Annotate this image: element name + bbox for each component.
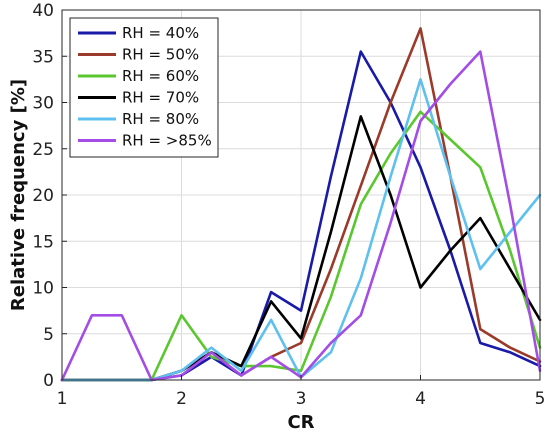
y-tick-label: 35 <box>32 47 54 67</box>
legend-label-6: RH = >85% <box>122 132 212 150</box>
legend-label-2: RH = 50% <box>122 46 199 64</box>
legend-label-1: RH = 40% <box>122 24 199 42</box>
y-tick-label: 25 <box>32 140 54 160</box>
y-tick-label: 0 <box>43 371 54 391</box>
x-tick-label: 2 <box>176 389 187 409</box>
x-tick-label: 1 <box>57 389 68 409</box>
y-tick-label: 20 <box>32 186 54 206</box>
legend-label-5: RH = 80% <box>122 110 199 128</box>
y-tick-label: 30 <box>32 94 54 114</box>
y-tick-label: 40 <box>32 1 54 21</box>
y-tick-label: 5 <box>43 325 54 345</box>
legend: RH = 40% RH = 50% RH = 60% RH = 70% RH = 80%… <box>69 17 219 158</box>
legend-label-4: RH = 70% <box>122 89 199 107</box>
y-tick-label: 10 <box>32 279 54 299</box>
x-axis-label: CR <box>287 412 314 433</box>
y-axis-label: Relative frequency [%] <box>8 79 29 311</box>
legend-box <box>69 17 219 158</box>
x-tick-label: 4 <box>415 389 426 409</box>
y-tick-label: 15 <box>32 232 54 252</box>
ticks: 1 2 3 4 5 0 5 10 15 20 25 30 35 40 <box>32 1 545 409</box>
x-tick-label: 3 <box>296 389 307 409</box>
x-tick-label: 5 <box>535 389 546 409</box>
legend-label-3: RH = 60% <box>122 67 199 85</box>
